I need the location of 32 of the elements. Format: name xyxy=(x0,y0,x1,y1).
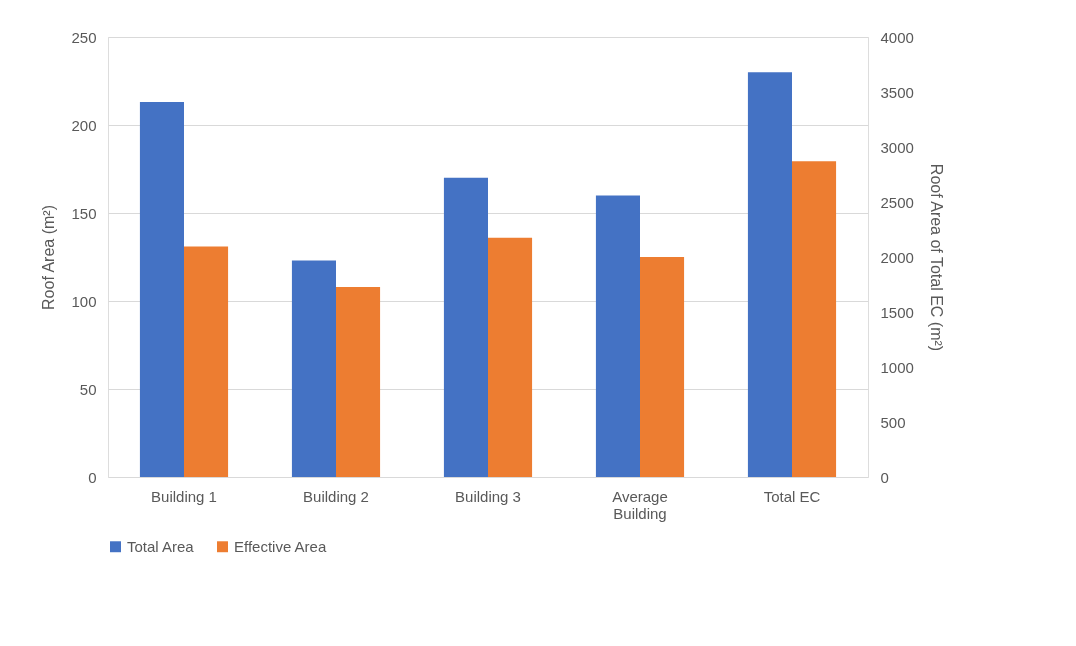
y-tick-label: 200 xyxy=(71,116,97,134)
y-axis-title: Roof Area (m²) xyxy=(40,205,58,310)
x-tick-label: Average Building xyxy=(612,487,668,522)
bar xyxy=(595,195,640,477)
y-tick-label: 250 xyxy=(71,28,97,46)
bar xyxy=(184,246,229,477)
bar xyxy=(488,237,533,477)
bar xyxy=(139,102,184,477)
y-tick-label: 50 xyxy=(79,380,97,398)
legend-label: Total Area xyxy=(127,537,195,555)
y-tick-label: 150 xyxy=(71,204,97,222)
x-tick-label: Building 2 xyxy=(303,487,369,505)
bar xyxy=(640,257,685,477)
y2-tick-label: 0 xyxy=(880,468,889,486)
y2-tick-label: 2000 xyxy=(880,248,914,266)
y2-tick-label: 2500 xyxy=(880,193,914,211)
y2-tick-label: 1000 xyxy=(880,358,914,376)
y2-tick-label: 4000 xyxy=(880,28,914,46)
y2-tick-label: 3000 xyxy=(880,138,914,156)
x-tick-label: Building 3 xyxy=(455,487,521,505)
y-tick-label: 100 xyxy=(71,292,97,310)
legend-label: Effective Area xyxy=(234,537,327,555)
x-tick-label: Building 1 xyxy=(151,487,217,505)
y2-tick-label: 500 xyxy=(880,413,906,431)
bar xyxy=(291,260,336,477)
y-tick-label: 0 xyxy=(88,468,97,486)
y2-tick-label: 3500 xyxy=(880,83,914,101)
x-tick-label: Total EC xyxy=(763,487,821,505)
y2-tick-label: 1500 xyxy=(880,303,914,321)
bar xyxy=(336,286,381,477)
y2-axis-title: Roof Area of Total EC (m²) xyxy=(927,163,945,352)
bar xyxy=(443,177,488,477)
